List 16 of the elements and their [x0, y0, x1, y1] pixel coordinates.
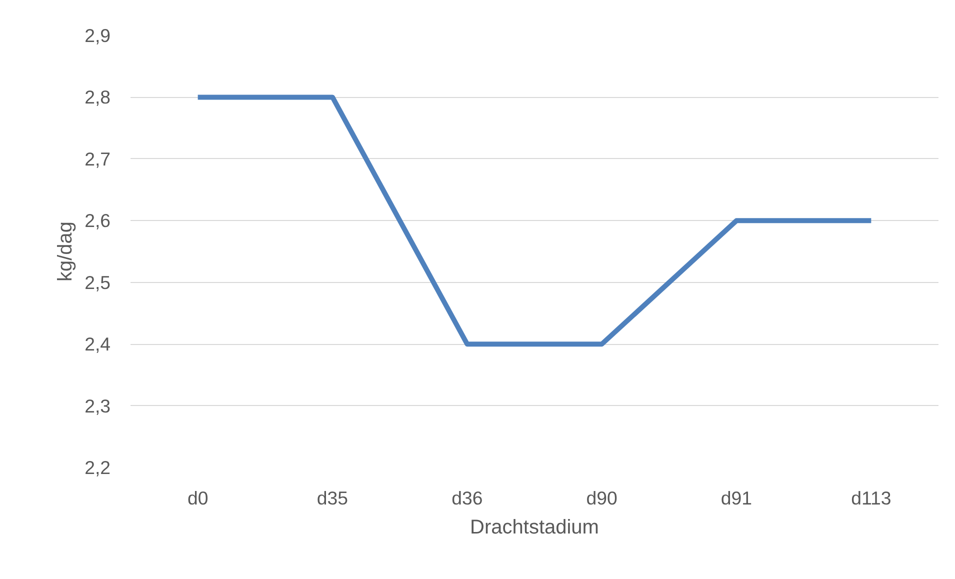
x-axis-title: Drachtstadium: [470, 516, 599, 538]
y-tick-label: 2,4: [84, 334, 111, 355]
x-tick-label: d91: [720, 488, 752, 508]
y-tick-label: 2,3: [84, 395, 111, 416]
y-tick-label: 2,7: [84, 148, 111, 170]
y-tick-label: 2,2: [84, 457, 111, 478]
y-tick-label: 2,6: [84, 210, 111, 232]
x-tick-label: d90: [586, 488, 618, 508]
x-tick-label: d35: [316, 488, 348, 508]
y-tick-label: 2,8: [84, 86, 111, 108]
x-tick-label: d36: [452, 488, 483, 508]
y-tick-label: 2,9: [84, 25, 111, 46]
x-tick-label: d0: [187, 488, 208, 508]
y-tick-label: 2,5: [84, 272, 111, 293]
y-axis-title: kg/dag: [54, 221, 77, 282]
x-tick-label: d113: [851, 488, 892, 508]
